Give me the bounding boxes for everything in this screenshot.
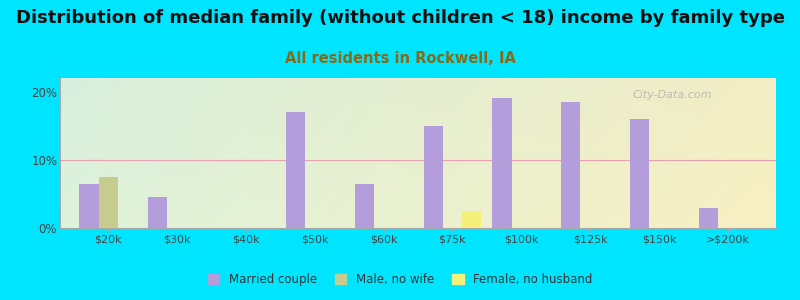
Bar xyxy=(286,112,305,228)
Bar xyxy=(148,197,167,228)
Bar xyxy=(79,184,98,228)
Text: City-Data.com: City-Data.com xyxy=(633,90,712,100)
Bar xyxy=(423,126,442,228)
Text: Distribution of median family (without children < 18) income by family type: Distribution of median family (without c… xyxy=(15,9,785,27)
Legend: Married couple, Male, no wife, Female, no husband: Married couple, Male, no wife, Female, n… xyxy=(203,269,597,291)
Bar xyxy=(492,98,512,228)
Bar xyxy=(699,208,718,228)
Bar xyxy=(462,211,482,228)
Bar xyxy=(98,177,118,228)
Bar xyxy=(562,102,581,228)
Bar xyxy=(354,184,374,228)
Bar xyxy=(630,119,650,228)
Text: All residents in Rockwell, IA: All residents in Rockwell, IA xyxy=(285,51,515,66)
